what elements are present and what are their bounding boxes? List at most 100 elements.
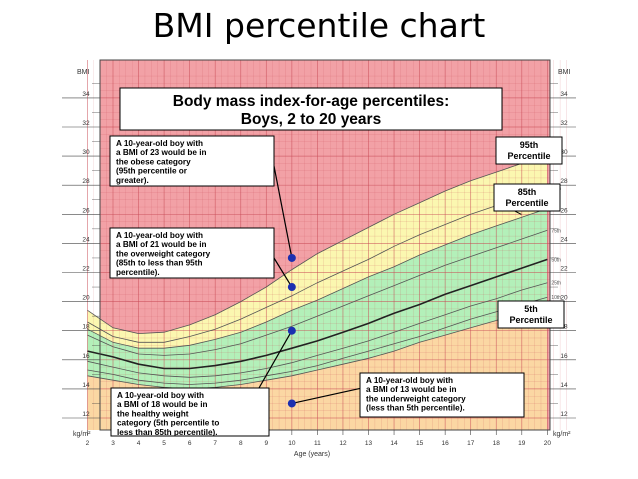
percentile-label-box: [495, 136, 563, 165]
overweight-zone: [87, 153, 548, 349]
healthy-zone: [87, 208, 548, 389]
x-tick-label: 20: [544, 440, 552, 447]
curve-5th: [87, 304, 548, 390]
percentile-label-line: Percentile: [505, 198, 548, 208]
callout-pointer: [258, 330, 293, 389]
x-tick-label: 14: [390, 440, 398, 447]
example-point: [287, 399, 296, 408]
chart-subtitle: Boys, 2 to 20 years: [241, 111, 381, 128]
callout-box: [359, 372, 525, 418]
percentile-label-text: 85th Percentile: [505, 187, 548, 208]
callout-line: percentile).: [116, 268, 160, 277]
y-tick-label-right: 30: [560, 149, 568, 156]
callout-line: the healthy weight: [117, 409, 189, 418]
callout-1: A 10-year-old boy with a BMI of 23 would …: [109, 135, 293, 259]
callout-box: [109, 227, 275, 279]
chart-title-block: Body mass index-for-age percentiles: Boy…: [119, 87, 503, 131]
callout-pointer: [291, 387, 361, 405]
example-points: [287, 253, 296, 408]
callout-line: the obese category: [116, 157, 191, 166]
callout-line: the overweight category: [116, 249, 211, 258]
right-margin-zone: [547, 60, 550, 430]
y-axis-label-right: BMI: [558, 69, 571, 76]
callout-line: A 10-year-old boy with: [117, 391, 204, 400]
x-tick-label: 6: [188, 440, 192, 447]
callout-line: A 10-year-old boy with: [116, 139, 203, 148]
example-point: [287, 253, 296, 262]
percentile-label-text: 5th Percentile: [509, 304, 552, 325]
x-tick-label: 3: [111, 440, 115, 447]
curve-10th: [87, 296, 548, 385]
percentile-label-line: 95th: [520, 140, 539, 150]
percentile-label-line: 5th: [524, 304, 538, 314]
callout-line: a BMI of 23 would be in: [116, 148, 207, 157]
callout-line: the underweight category: [366, 394, 466, 403]
y-axis-label-left: BMI: [77, 69, 90, 76]
y-tick-label-left: 22: [82, 266, 90, 273]
percentile-label-85th: 85th Percentile: [493, 183, 561, 215]
y-tick-label-left: 24: [82, 236, 90, 243]
callout-line: category (5th percentile to: [117, 419, 219, 428]
callout-box: [110, 387, 270, 437]
y-tick-label-right: 12: [560, 411, 568, 418]
y-tick-label-left: 26: [82, 207, 90, 214]
percentile-label-box: [497, 300, 565, 329]
x-tick-label: 11: [314, 440, 321, 447]
y-tick-label-left: 12: [82, 411, 90, 418]
percentile-label-95th: 95th Percentile: [495, 136, 563, 165]
callout-text: A 10-year-old boy with a BMI of 18 would …: [117, 391, 219, 437]
axes: 1212141416161818202022222424262628283030…: [62, 59, 576, 447]
x-tick-label: 13: [365, 440, 373, 447]
percentile-label-line: 85th: [518, 187, 537, 197]
callout-line: a BMI of 21 would be in: [116, 240, 207, 249]
x-tick-label: 16: [442, 440, 450, 447]
callout-line: a BMI of 13 would be in: [366, 385, 457, 394]
callout-line: (95th percentile or: [116, 167, 188, 176]
callout-text: A 10-year-old boy with a BMI of 23 would …: [116, 139, 207, 185]
callout-line: (less than 5th percentile).: [366, 404, 465, 413]
series-label-10th: 10th: [551, 295, 561, 301]
callout-text: A 10-year-old boy with a BMI of 13 would …: [366, 376, 466, 413]
callout-box: [109, 135, 275, 187]
y-tick-label-left: 34: [82, 91, 90, 98]
curve-25th: [87, 282, 548, 378]
percentile-label-text: 95th Percentile: [507, 140, 550, 161]
example-point: [287, 326, 296, 335]
x-tick-label: 17: [467, 440, 475, 447]
y-tick-label-right: 26: [560, 207, 568, 214]
callout-pointer: [273, 165, 293, 259]
y-tick-label-right: 24: [560, 236, 568, 243]
y-unit-label-left: kg/m²: [73, 431, 91, 438]
axis-labels: BMI BMI kg/m² kg/m² Age (years): [73, 69, 571, 458]
percentile-label-5th: 5th Percentile: [497, 300, 565, 329]
x-tick-label: 12: [339, 440, 347, 447]
callout-line: a BMI of 18 would be in: [117, 400, 208, 409]
x-tick-label: 19: [518, 440, 526, 447]
x-tick-label: 5: [162, 440, 166, 447]
slide-title: BMI percentile chart: [152, 6, 486, 45]
callout-text: A 10-year-old boy with a BMI of 21 would …: [116, 231, 211, 277]
x-tick-label: 10: [288, 440, 296, 447]
x-axis-label: Age (years): [294, 451, 330, 458]
percentile-curves: 90th75th50th25th10th: [87, 152, 561, 390]
callout-line: A 10-year-old boy with: [366, 376, 453, 385]
x-tick-label: 8: [239, 440, 243, 447]
x-tick-label: 18: [493, 440, 501, 447]
curve-90th: [87, 187, 548, 343]
x-tick-label: 2: [86, 440, 90, 447]
y-tick-label-left: 32: [82, 120, 90, 127]
callout-2: A 10-year-old boy with a BMI of 21 would …: [109, 227, 293, 288]
y-tick-label-right: 22: [560, 266, 568, 273]
percentile-label-line: Percentile: [507, 151, 550, 161]
percentile-label-line: Percentile: [509, 315, 552, 325]
x-tick-label: 4: [137, 440, 141, 447]
y-tick-label-right: 14: [560, 382, 568, 389]
series-label-25th: 25th: [551, 281, 561, 287]
callouts: A 10-year-old boy with a BMI of 23 would …: [109, 135, 525, 437]
y-tick-label-left: 18: [82, 324, 90, 331]
callout-pointer: [273, 257, 293, 288]
callout-line: (85th to less than 95th: [116, 259, 202, 268]
callout-line: greater).: [116, 176, 149, 185]
